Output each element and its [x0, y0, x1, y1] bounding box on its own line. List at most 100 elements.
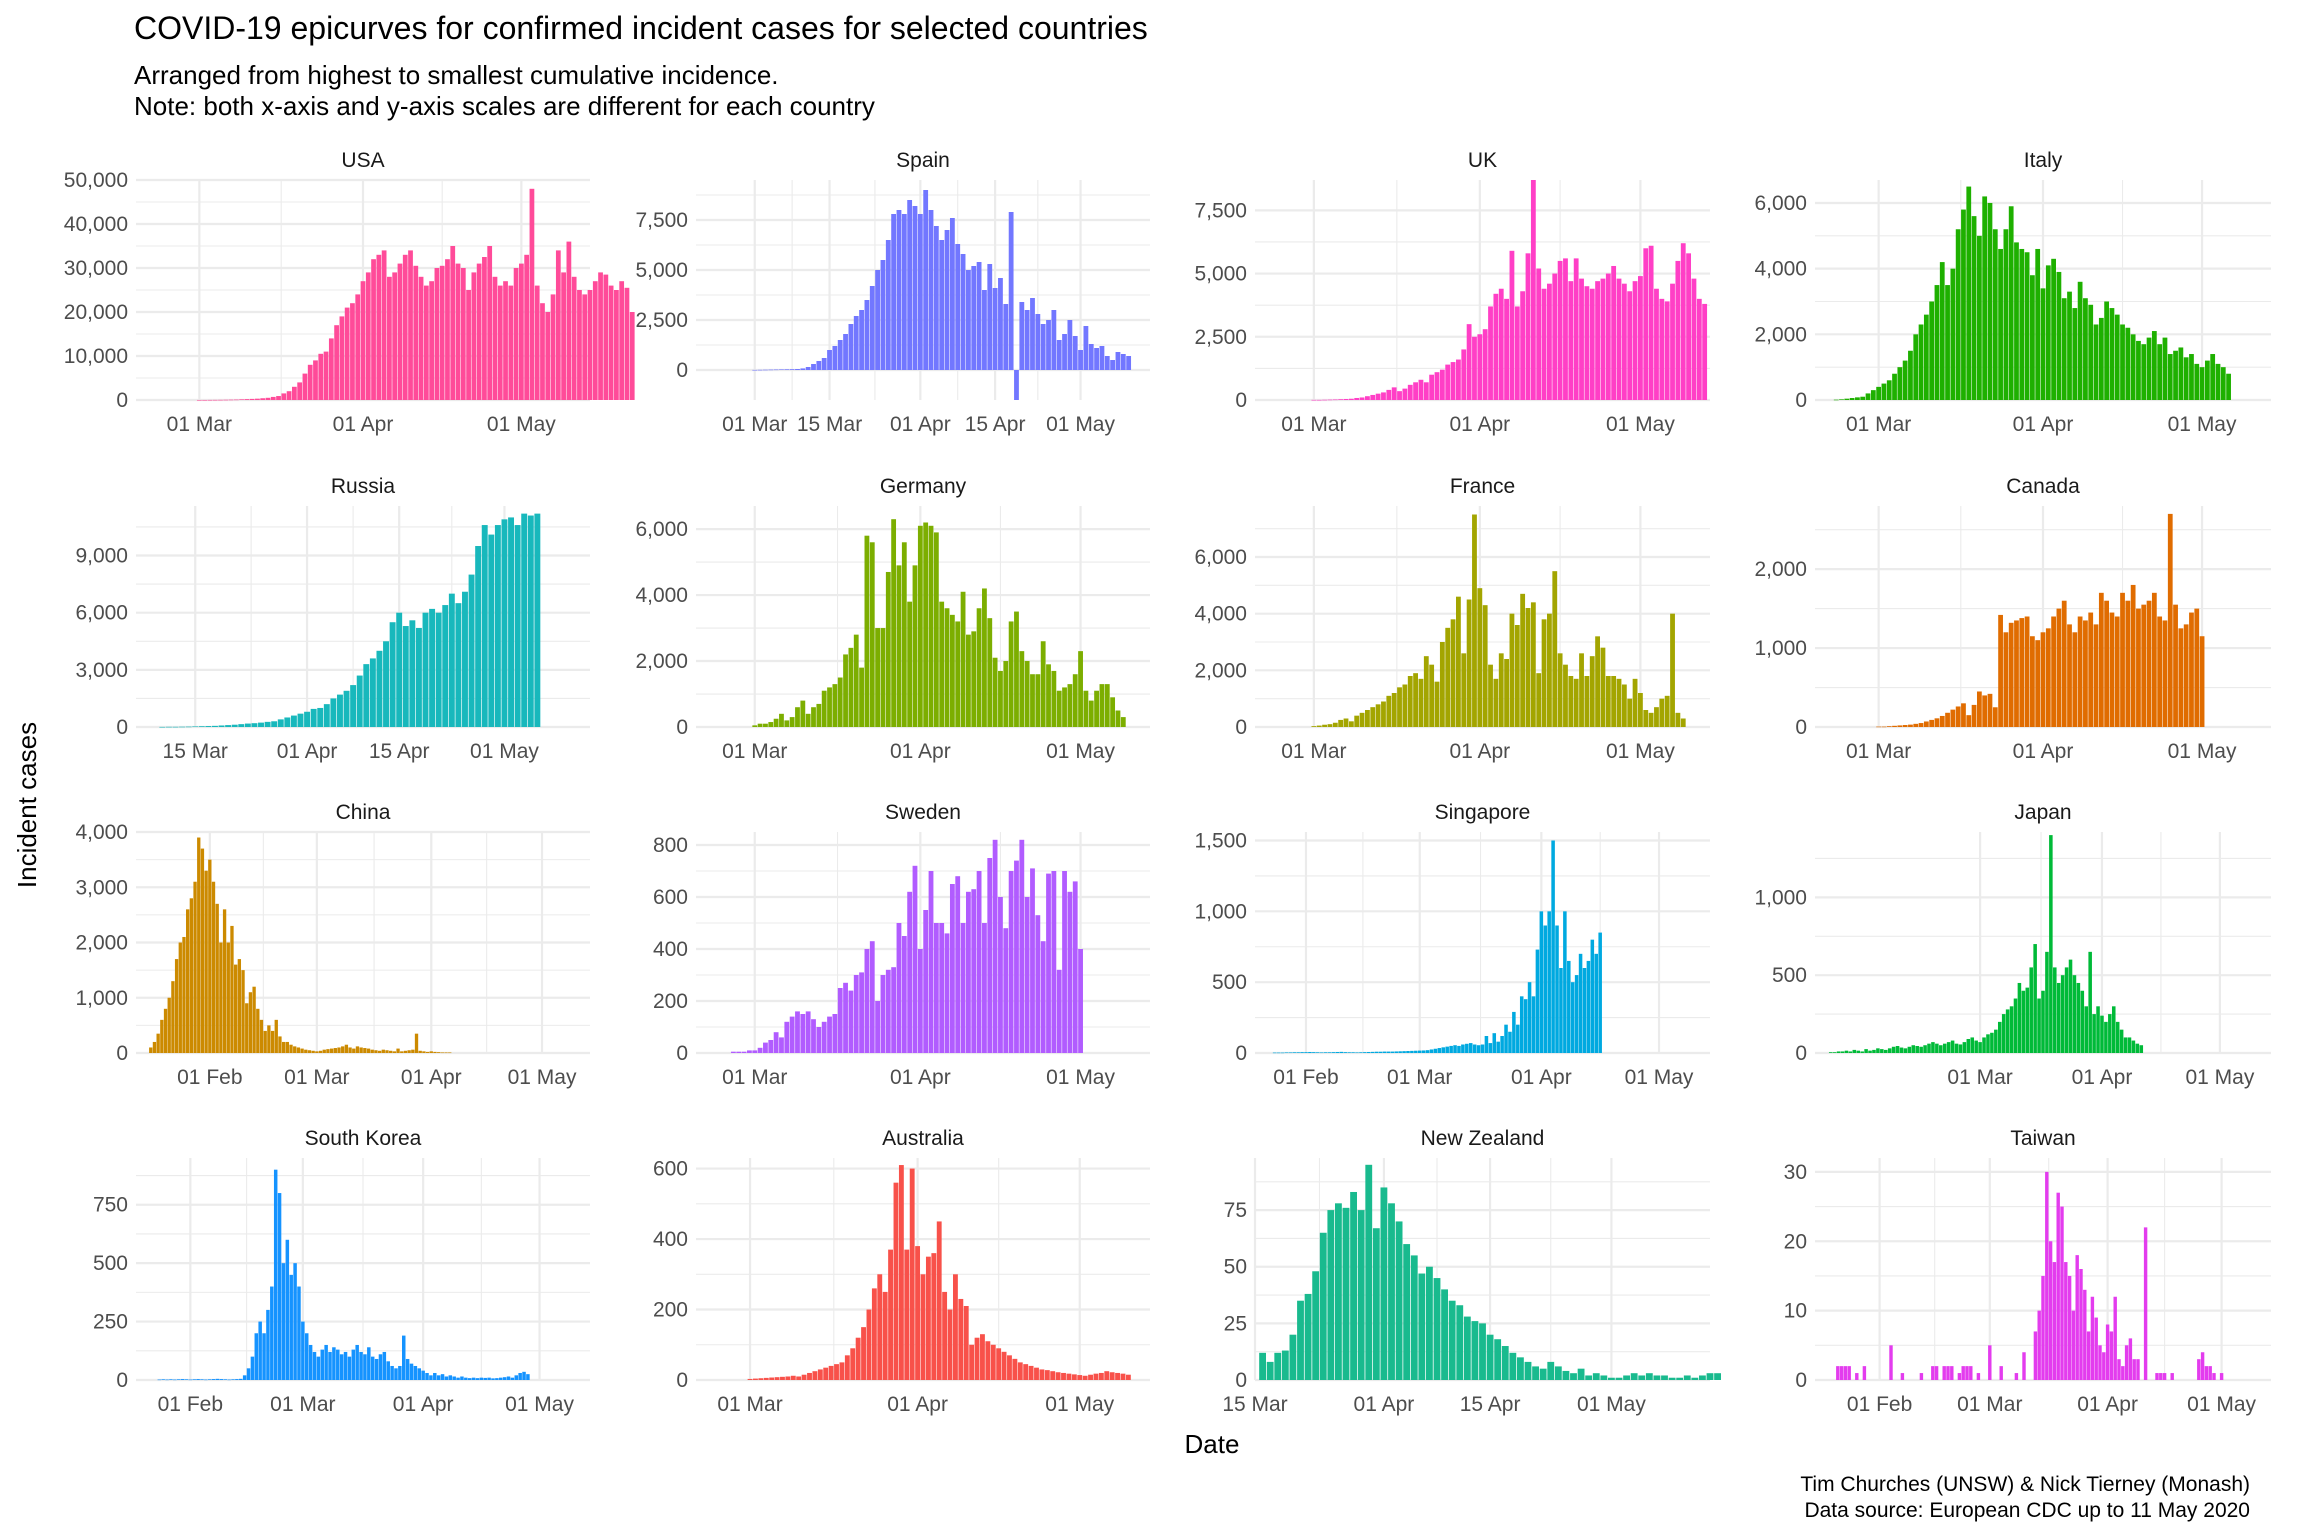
bar: [821, 690, 827, 727]
x-tick-label: 15 Mar: [797, 413, 862, 436]
bar: [274, 1019, 278, 1053]
y-tick-label: 0: [1235, 1369, 1247, 1392]
bar: [917, 949, 923, 1053]
bar: [1833, 399, 1839, 401]
bar: [1643, 710, 1649, 727]
bar: [259, 1019, 264, 1053]
bar: [382, 1351, 387, 1380]
bars-france: [1311, 514, 1686, 727]
bar: [1590, 939, 1595, 1053]
bar: [2083, 620, 2088, 727]
bar: [439, 265, 445, 400]
bar: [328, 1351, 332, 1380]
bar: [2071, 1310, 2076, 1381]
bar: [848, 647, 854, 727]
bar: [413, 1365, 418, 1380]
bar: [2104, 301, 2110, 400]
bar: [1493, 678, 1499, 727]
bar: [875, 1001, 881, 1053]
bar: [1386, 1051, 1391, 1053]
bar: [1448, 1300, 1456, 1380]
bar: [1030, 674, 1035, 727]
bar: [1839, 1366, 1844, 1381]
bar: [2025, 987, 2030, 1053]
bar: [747, 1050, 752, 1053]
bar: [246, 1368, 251, 1380]
bar: [1844, 398, 1850, 400]
bar: [2167, 354, 2173, 400]
bar: [1354, 397, 1360, 400]
bar: [1316, 725, 1322, 727]
bar: [1971, 216, 1977, 400]
bar: [1381, 392, 1386, 400]
bar: [540, 303, 545, 400]
bar: [875, 270, 881, 370]
bar: [514, 1375, 519, 1380]
bar: [1965, 1366, 1969, 1381]
bar: [374, 1050, 378, 1053]
bar: [1923, 721, 1929, 727]
panel-title: New Zealand: [1421, 1127, 1545, 1150]
y-tick-label: 0: [116, 716, 128, 739]
panel-france: 0 2,000 4,000 6,000 01 Mar 01 Apr 01 May France: [1194, 475, 1710, 763]
bar: [508, 285, 514, 400]
bar: [1357, 1210, 1365, 1380]
bar: [1946, 1042, 1951, 1053]
bar: [763, 723, 768, 727]
bar: [418, 1050, 422, 1053]
bar: [1645, 1373, 1653, 1380]
bar: [1019, 651, 1025, 727]
bars-russia: [159, 513, 541, 728]
bar: [1312, 1052, 1316, 1053]
x-tick-label: 01 May: [1625, 1066, 1694, 1089]
bar: [800, 700, 806, 727]
bar: [859, 972, 864, 1053]
y-tick-label: 9,000: [75, 545, 128, 568]
bar: [1691, 278, 1697, 400]
bar: [1883, 1049, 1888, 1053]
bar: [1375, 393, 1381, 400]
bar: [891, 519, 897, 727]
bar: [227, 1379, 231, 1381]
bar: [322, 1049, 326, 1053]
bar: [1942, 1043, 1947, 1053]
bar: [1696, 298, 1702, 400]
bar: [1541, 619, 1547, 727]
bar: [296, 1047, 301, 1053]
bar: [603, 274, 609, 400]
bar: [2033, 944, 2037, 1053]
y-tick-label: 20: [1784, 1230, 1807, 1253]
bar: [270, 1286, 274, 1380]
bar: [378, 1354, 383, 1380]
bar: [987, 618, 993, 727]
bar: [827, 687, 832, 727]
bar: [2136, 608, 2141, 727]
bar: [1865, 393, 1871, 400]
x-tick-label: 01 Mar: [270, 1393, 335, 1416]
bar: [336, 1349, 340, 1380]
bar: [2056, 982, 2061, 1053]
bar: [1908, 350, 1913, 400]
bar: [1889, 1345, 1893, 1380]
bar: [219, 942, 223, 1053]
bar: [843, 654, 848, 727]
bar: [955, 621, 961, 727]
bar: [293, 1263, 297, 1380]
bar: [1083, 326, 1089, 370]
bar: [837, 340, 843, 370]
y-tick-label: 0: [116, 1042, 128, 1065]
bar: [1611, 265, 1617, 400]
bar: [1082, 1375, 1088, 1380]
bar: [1880, 1049, 1884, 1053]
bar: [832, 684, 838, 727]
x-tick-label: 01 May: [1577, 1393, 1646, 1416]
bar: [1461, 1044, 1465, 1053]
bar: [471, 272, 477, 400]
bar: [768, 369, 774, 371]
bar: [173, 1379, 177, 1381]
x-tick-label: 01 Apr: [393, 1393, 454, 1416]
bar: [1623, 1375, 1630, 1380]
bar: [2178, 628, 2184, 727]
bar: [2067, 624, 2072, 727]
bar: [1457, 1045, 1461, 1053]
